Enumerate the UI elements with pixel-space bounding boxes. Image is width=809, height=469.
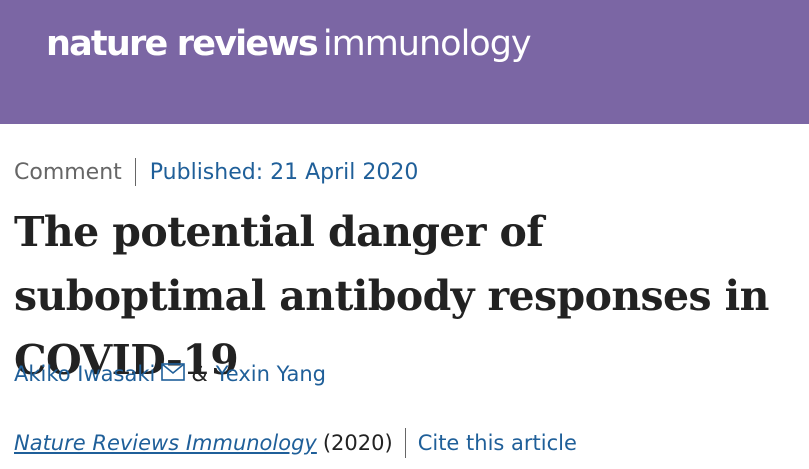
journal-logo[interactable]: nature reviews immunology	[46, 24, 532, 64]
mail-icon[interactable]	[161, 362, 186, 381]
article-meta: Comment Published: 21 April 2020	[14, 158, 418, 186]
article-title: The potential danger of suboptimal antib…	[14, 208, 769, 384]
author-separator: &	[191, 362, 208, 386]
brand-subject: immunology	[322, 24, 532, 64]
published-date: Published: 21 April 2020	[149, 159, 419, 185]
journal-link[interactable]: Nature Reviews Immunology	[14, 431, 317, 455]
citation-line: Nature Reviews Immunology (2020) Cite th…	[14, 428, 577, 458]
journal-header: nature reviews immunology	[0, 0, 809, 124]
publication-year: (2020)	[322, 431, 393, 455]
brand-name: nature reviews	[46, 24, 319, 64]
author-link-yang[interactable]: Yexin Yang	[215, 362, 327, 386]
author-list: Akiko Iwasaki & Yexin Yang	[14, 362, 326, 386]
author-link-iwasaki[interactable]: Akiko Iwasaki	[14, 362, 156, 386]
article-type: Comment	[14, 159, 122, 185]
citation-divider	[404, 428, 406, 458]
meta-divider	[134, 158, 136, 186]
cite-this-article-link[interactable]: Cite this article	[417, 431, 577, 455]
